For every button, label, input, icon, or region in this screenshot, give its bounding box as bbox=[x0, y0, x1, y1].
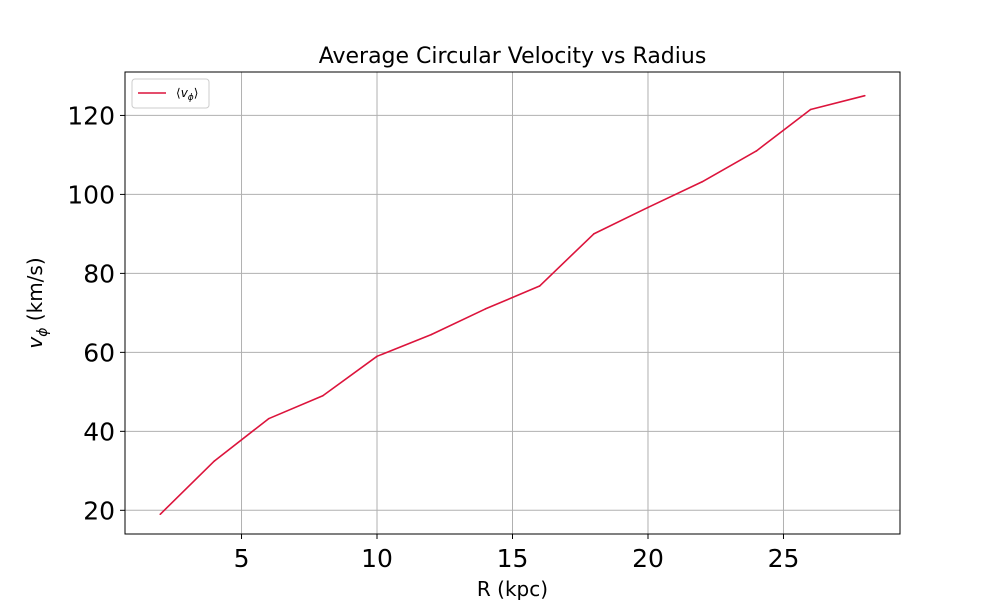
x-tick-label: 15 bbox=[497, 544, 529, 573]
grid bbox=[125, 72, 900, 534]
series-point bbox=[701, 180, 703, 183]
x-tick-label: 25 bbox=[768, 544, 800, 573]
series-line bbox=[159, 94, 865, 515]
series-point bbox=[592, 233, 595, 235]
x-tick-label: 10 bbox=[361, 544, 393, 573]
legend-label-subscript: ϕ bbox=[188, 93, 194, 103]
y-axis-label-subscript: ϕ bbox=[35, 328, 51, 337]
legend: ⟨vϕ⟩ bbox=[131, 78, 210, 109]
legend-label-symbol: v bbox=[181, 86, 189, 100]
series-point bbox=[647, 206, 649, 209]
series-point bbox=[809, 108, 812, 111]
y-tick-label: 100 bbox=[67, 180, 115, 209]
y-tick-label: 40 bbox=[83, 417, 115, 446]
x-tick-label: 5 bbox=[234, 544, 250, 573]
series-point bbox=[430, 333, 433, 336]
legend-label-close: ⟩ bbox=[194, 86, 199, 100]
x-tick-label: 20 bbox=[632, 544, 664, 573]
series-point bbox=[267, 417, 270, 420]
series-point bbox=[484, 308, 487, 310]
y-tick-label: 80 bbox=[83, 259, 115, 288]
y-axis-label: vϕ (km/s) bbox=[23, 257, 51, 348]
y-axis-label-symbol: v bbox=[23, 336, 47, 349]
series-point bbox=[376, 355, 378, 358]
series-layer bbox=[159, 94, 866, 516]
legend-label: ⟨vϕ⟩ bbox=[176, 86, 198, 103]
chart-title: Average Circular Velocity vs Radius bbox=[319, 44, 707, 69]
series-point bbox=[322, 394, 324, 397]
series-point bbox=[863, 94, 866, 97]
series-point bbox=[213, 460, 216, 462]
y-tick-label: 60 bbox=[83, 338, 115, 367]
x-axis-label: R (kpc) bbox=[477, 577, 548, 600]
y-tick-label: 120 bbox=[67, 101, 115, 130]
series-point bbox=[159, 513, 162, 516]
legend-box bbox=[131, 78, 210, 109]
y-tick-label: 20 bbox=[83, 496, 115, 525]
series-point bbox=[755, 150, 758, 152]
legend-label-open: ⟨ bbox=[176, 86, 181, 100]
y-axis-label-unit: (km/s) bbox=[23, 257, 47, 327]
series-point bbox=[538, 285, 541, 287]
ticks: 5 10 15 20 25 20 40 60 80 100 120 bbox=[67, 101, 799, 573]
